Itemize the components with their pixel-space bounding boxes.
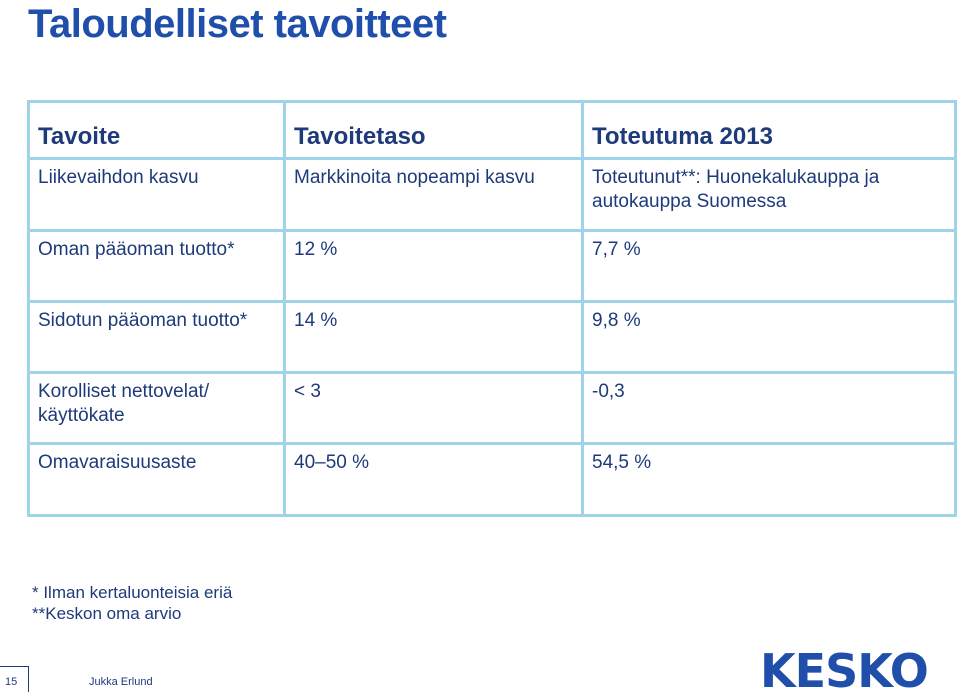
table-row: Korolliset nettovelat/ käyttökate < 3 -0…	[27, 371, 957, 445]
financial-goals-table: Tavoite Tavoitetaso Toteutuma 2013 Liike…	[27, 100, 957, 517]
footnote-own-estimate: **Keskon oma arvio	[32, 604, 182, 623]
footer-divider	[0, 666, 28, 667]
row-target: 14 %	[283, 300, 584, 374]
header-target-level: Tavoitetaso	[283, 100, 584, 160]
row-realization: -0,3	[581, 371, 957, 445]
table-row: Sidotun pääoman tuotto* 14 % 9,8 %	[27, 300, 957, 374]
row-realization: 54,5 %	[581, 442, 957, 517]
row-goal: Liikevaihdon kasvu	[27, 157, 286, 232]
row-target: 40–50 %	[283, 442, 584, 517]
row-target: Markkinoita nopeampi kasvu	[283, 157, 584, 232]
table-header-row: Tavoite Tavoitetaso Toteutuma 2013	[27, 100, 957, 160]
row-goal: Oman pääoman tuotto*	[27, 229, 286, 303]
header-goal: Tavoite	[27, 100, 286, 160]
kesko-logo: KESKO	[760, 644, 929, 698]
table-row: Liikevaihdon kasvu Markkinoita nopeampi …	[27, 157, 957, 232]
row-goal: Sidotun pääoman tuotto*	[27, 300, 286, 374]
table-row: Omavaraisuusaste 40–50 % 54,5 %	[27, 442, 957, 517]
footnotes: * Ilman kertaluonteisia eriä **Keskon om…	[32, 582, 232, 624]
row-realization: 7,7 %	[581, 229, 957, 303]
footnote-one-off: * Ilman kertaluonteisia eriä	[32, 583, 233, 602]
row-realization: Toteutunut**: Huonekalukauppa ja autokau…	[581, 157, 957, 232]
row-target: 12 %	[283, 229, 584, 303]
table-row: Oman pääoman tuotto* 12 % 7,7 %	[27, 229, 957, 303]
page-number: 15	[5, 676, 18, 688]
row-realization: 9,8 %	[581, 300, 957, 374]
author-name: Jukka Erlund	[89, 676, 153, 688]
row-goal: Omavaraisuusaste	[27, 442, 286, 517]
page-title: Taloudelliset tavoitteet	[28, 2, 447, 46]
row-goal: Korolliset nettovelat/ käyttökate	[27, 371, 286, 445]
row-target: < 3	[283, 371, 584, 445]
header-realization: Toteutuma 2013	[581, 100, 957, 160]
footer-divider	[28, 666, 29, 692]
